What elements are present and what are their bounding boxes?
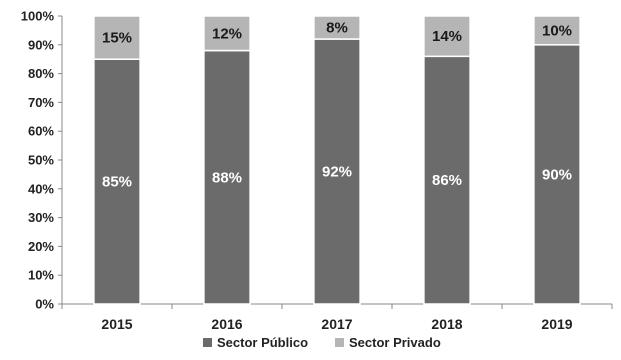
data-label: 10% xyxy=(542,22,572,39)
bar-segment-publico xyxy=(203,49,251,305)
legend-label: Sector Privado xyxy=(349,335,441,350)
data-label: 14% xyxy=(432,28,462,45)
y-tick-label: 90% xyxy=(28,37,54,52)
data-label: 15% xyxy=(102,30,132,47)
data-label: 86% xyxy=(432,172,462,189)
x-tick-label: 2016 xyxy=(211,316,242,332)
bar-segment-privado xyxy=(533,15,581,46)
bar-segment-privado xyxy=(93,15,141,60)
bar-series-group: 85% 15% 88% 12% 92% 8% 86% 14% 90% 10% xyxy=(93,15,581,305)
bar-segment-privado xyxy=(313,15,361,40)
data-label: 85% xyxy=(102,174,132,191)
data-label: 90% xyxy=(542,166,572,183)
y-tick-label: 70% xyxy=(28,95,54,110)
x-tick-label: 2019 xyxy=(541,316,572,332)
data-label: 8% xyxy=(326,20,348,37)
y-tick-label: 100% xyxy=(21,9,55,24)
x-tick-label: 2018 xyxy=(431,316,462,332)
x-tick-label: 2017 xyxy=(321,316,352,332)
legend-swatch xyxy=(203,338,212,347)
y-axis: 0% 10% 20% 30% 40% 50% 60% 70% 80% 90% 100% xyxy=(21,9,63,312)
x-axis: 2015 2016 2017 2018 2019 xyxy=(61,303,613,332)
y-tick-label: 0% xyxy=(35,297,54,312)
data-label: 92% xyxy=(322,164,352,181)
y-tick-label: 50% xyxy=(28,153,54,168)
y-tick-label: 60% xyxy=(28,124,54,139)
bar-segment-publico xyxy=(313,38,361,305)
bar-segment-publico xyxy=(423,55,471,305)
y-tick-label: 20% xyxy=(28,239,54,254)
y-tick-label: 80% xyxy=(28,66,54,81)
data-label: 12% xyxy=(212,25,242,42)
x-tick-label: 2015 xyxy=(101,316,132,332)
y-tick-label: 10% xyxy=(28,268,54,283)
legend-swatch xyxy=(335,338,344,347)
bar-segment-privado xyxy=(203,15,251,52)
data-label: 88% xyxy=(212,169,242,186)
bar-segment-privado xyxy=(423,15,471,58)
legend: Sector Público Sector Privado xyxy=(203,335,441,350)
legend-label: Sector Público xyxy=(217,335,308,350)
y-tick-label: 30% xyxy=(28,210,54,225)
y-tick-label: 40% xyxy=(28,181,54,196)
